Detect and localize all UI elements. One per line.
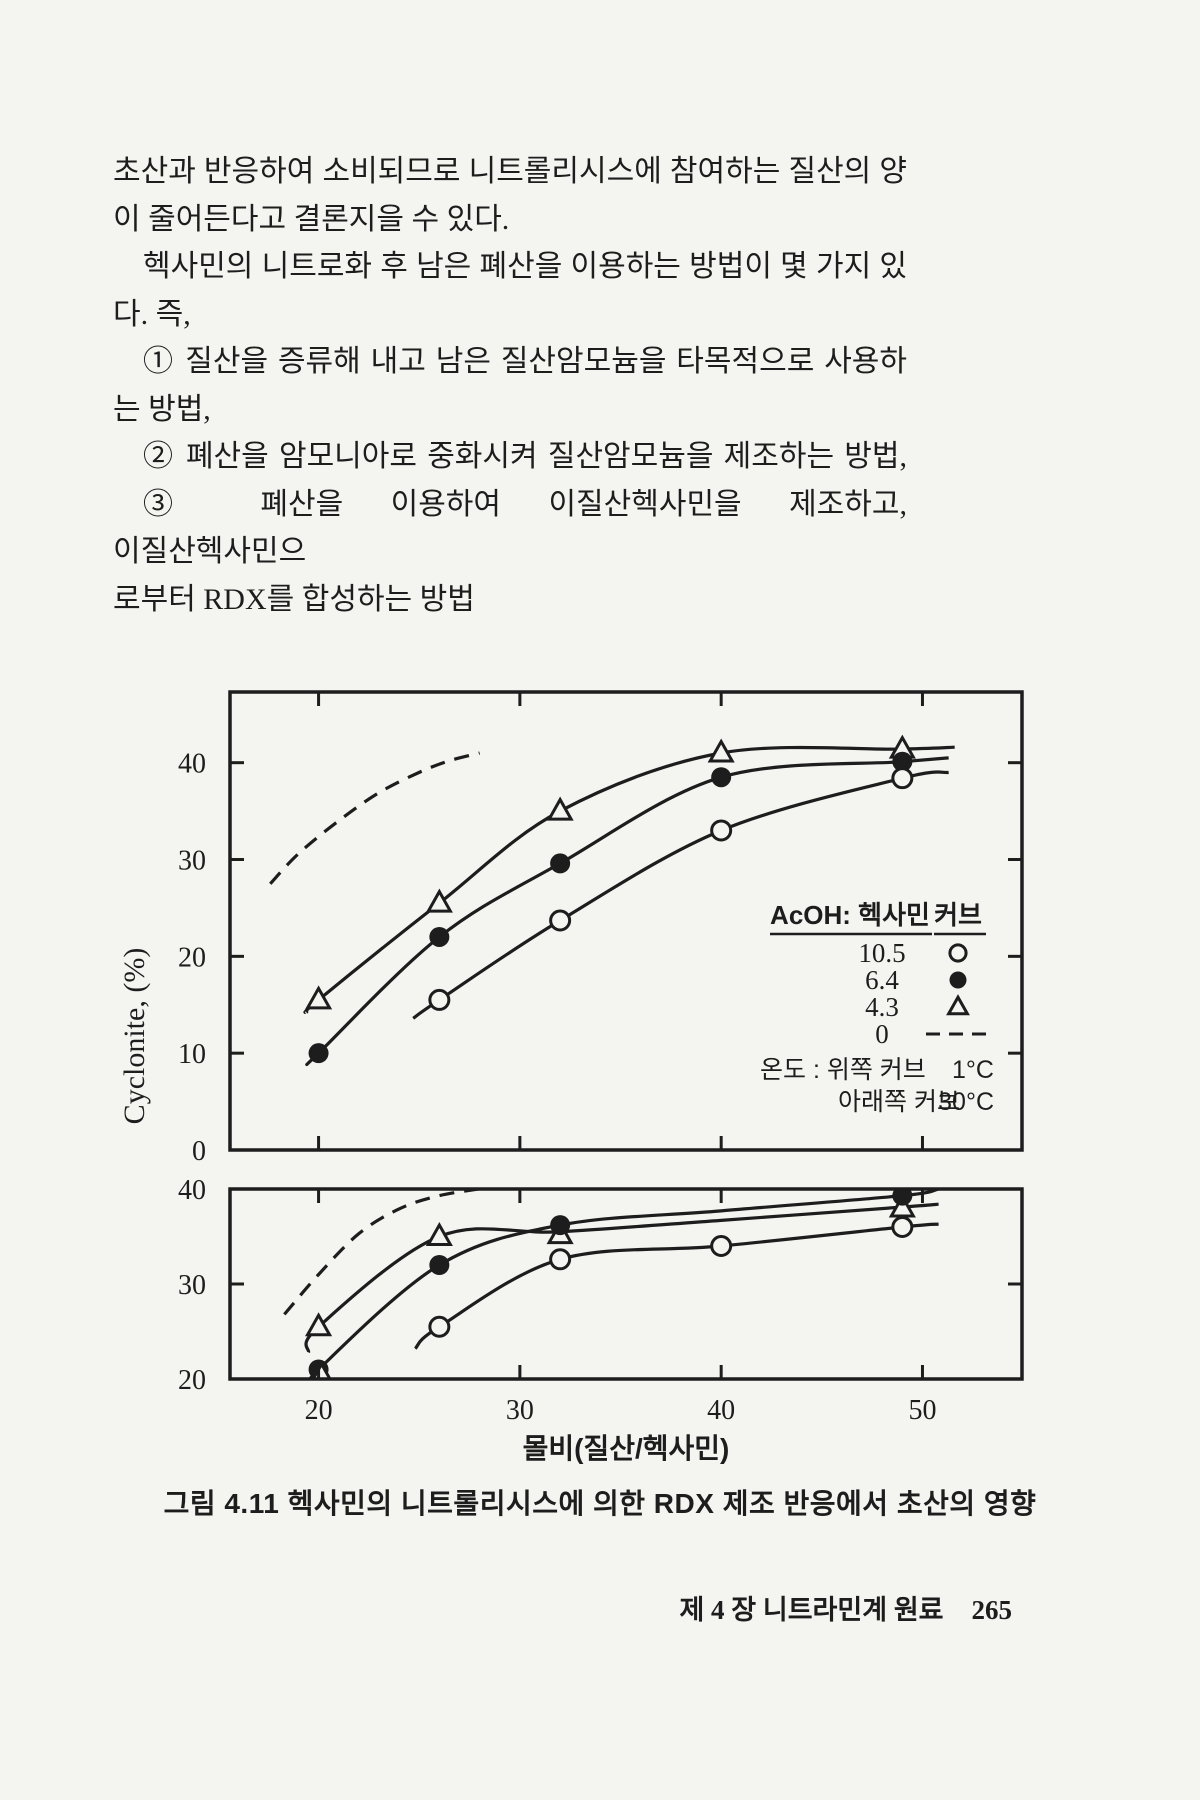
y-tick-label: 20	[178, 1365, 206, 1396]
figure-caption: 그림 4.11 헥사민의 니트롤리시스에 의한 RDX 제조 반응에서 초산의 …	[163, 1488, 1037, 1519]
y-tick-label: 30	[178, 846, 206, 877]
text-line: 는 방법,	[113, 392, 211, 426]
paragraph-block: 초산과 반응하여 소비되므로 니트롤리시스에 참여하는 질산의 양 이 줄어든다…	[113, 148, 907, 623]
open-circle-marker	[891, 767, 914, 790]
text-line: 다. 즉,	[113, 297, 191, 331]
filled-circle-marker	[711, 767, 732, 788]
y-tick-label: 40	[178, 1175, 206, 1206]
open-triangle-marker	[425, 888, 453, 913]
chapter-title: 제 4 장 니트라민계 원료	[679, 1595, 944, 1625]
open-triangle-marker	[425, 1221, 453, 1246]
series-curve-acoh-10.5	[414, 1222, 939, 1350]
text-line: 초산과 반응하여 소비되므로 니트롤리시스에 참여하는 질산의 양	[113, 155, 907, 188]
filled-circle-marker	[949, 971, 967, 989]
open-circle-marker	[948, 943, 968, 963]
bottom-panel-plot	[283, 1190, 939, 1378]
x-tick-label: 20	[305, 1395, 333, 1426]
legend-ratio-value: 10.5	[858, 938, 905, 968]
y-tick-label: 40	[178, 749, 206, 780]
y-axis-title: Cyclonite, (%)	[118, 948, 151, 1125]
page-footer: 제 4 장 니트라민계 원료 265	[679, 1588, 1012, 1627]
open-triangle-marker	[946, 994, 970, 1016]
legend-ratio-value: 6.4	[865, 965, 899, 995]
temp-top-value: 1°C	[952, 1056, 994, 1084]
open-circle-marker	[710, 1235, 733, 1257]
top-panel-border	[228, 690, 1024, 1152]
open-circle-marker	[710, 819, 733, 842]
temp-line2-label: 아래쪽 커브	[838, 1088, 960, 1116]
y-tick-label: 30	[178, 1270, 206, 1301]
open-triangle-marker	[546, 796, 574, 821]
filled-circle-marker	[429, 1255, 450, 1275]
text-line-list-item-3: ③ 폐산을 이용하여 이질산헥사민을 제조하고, 이질산헥사민으	[113, 487, 907, 569]
temp-label: 온도 : 위쪽 커브	[760, 1056, 926, 1084]
open-circle-marker	[549, 909, 572, 932]
legend-ratio-value: 4.3	[865, 992, 899, 1022]
figure-4-11-chart: 0 10 20 30 40 20 30 40 20 30 40 50 몰비(질산/헥사민) Cycloni…	[118, 690, 1024, 1464]
x-tick-label: 50	[908, 1395, 936, 1426]
y-tick-label: 0	[192, 1136, 206, 1167]
series-curve-acoh-4.3	[304, 1202, 939, 1353]
series-curve-acoh-0	[269, 751, 481, 885]
open-triangle-marker	[305, 1312, 333, 1337]
legend-header-ratio: AcOH: 헥사민	[770, 900, 930, 930]
x-tick-label: 40	[707, 1395, 735, 1426]
page-number: 265	[971, 1595, 1013, 1625]
temp-bottom-value: 30°C	[938, 1088, 994, 1116]
x-tick-label: 30	[506, 1395, 534, 1426]
open-triangle-marker	[305, 985, 333, 1010]
open-circle-marker	[891, 1216, 914, 1238]
text-line: 이 줄어든다고 결론지을 수 있다.	[113, 202, 510, 236]
text-line-list-item-2: ② 폐산을 암모니아로 중화시켜 질산암모늄을 제조하는 방법,	[143, 440, 907, 473]
open-circle-marker	[428, 988, 451, 1011]
legend: AcOH: 헥사민 커브 10.56.44.30	[770, 900, 992, 1049]
filled-circle-marker	[308, 1043, 329, 1064]
filled-circle-marker	[550, 853, 571, 874]
top-panel-plot	[269, 734, 955, 1066]
text-line: 헥사민의 니트로화 후 남은 폐산을 이용하는 방법이 몇 가지 있	[143, 250, 907, 283]
legend-header-curve: 커브	[934, 900, 982, 930]
open-circle-marker	[428, 1315, 451, 1338]
y-tick-label: 10	[178, 1039, 206, 1070]
series-curve-acoh-0	[283, 1190, 480, 1316]
y-tick-label: 20	[178, 942, 206, 973]
x-axis-title: 몰비(질산/헥사민)	[523, 1433, 730, 1464]
legend-ratio-value: 0	[875, 1019, 889, 1049]
filled-circle-marker	[550, 1215, 571, 1236]
open-triangle-marker	[707, 738, 735, 763]
text-line-list-item-1: ① 질산을 증류해 내고 남은 질산암모늄을 타목적으로 사용하	[143, 345, 907, 378]
filled-circle-marker	[892, 1190, 913, 1206]
text-line: 로부터 RDX를 합성하는 방법	[113, 582, 475, 616]
open-circle-marker	[549, 1248, 572, 1271]
filled-circle-marker	[429, 926, 450, 947]
series-curve-acoh-6.4	[308, 1190, 939, 1378]
filled-circle-marker	[892, 751, 913, 772]
